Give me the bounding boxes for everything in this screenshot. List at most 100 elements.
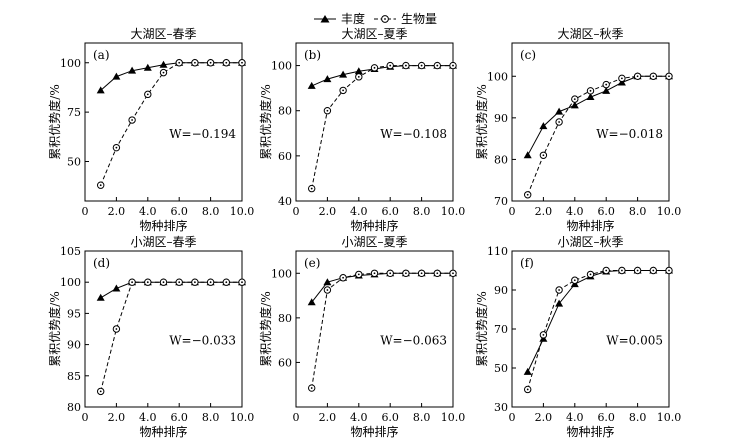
x-tick-label: 10.0 [657,205,682,218]
data-point-biomass-dot [605,83,608,86]
x-tick-label: 8.0 [629,411,647,424]
data-point-biomass-dot [605,269,608,272]
series-line-abundance [311,65,453,87]
y-tick-label: 40 [278,195,292,208]
x-tick-label: 4.0 [566,205,584,218]
x-tick-label: 4.0 [350,205,368,218]
data-point-biomass-dot [436,272,439,275]
plot-frame [295,250,454,408]
data-point-abundance [523,367,532,375]
panel-title: 小湖区–夏季 [341,234,407,249]
data-point-abundance [523,151,532,159]
x-tick-label: 8.0 [413,205,431,218]
data-point-biomass-dot [668,75,670,78]
plot-frame [84,42,243,202]
series-line-abundance [527,270,669,373]
data-point-biomass-dot [573,98,576,101]
data-point-biomass-dot [99,184,102,187]
data-point-biomass-dot [357,273,360,276]
x-tick-label: 0 [509,411,516,424]
data-point-biomass-dot [389,272,392,275]
panel-label: (f) [520,256,534,270]
data-point-biomass-dot [342,276,344,279]
data-point-abundance [555,299,564,307]
w-statistic: W=−0.108 [380,127,447,141]
data-point-biomass-dot [146,93,149,96]
panel-title: 大湖区–夏季 [341,26,407,41]
y-tick-label: 80 [67,401,81,414]
data-point-abundance [143,63,152,71]
data-point-biomass-dot [526,193,529,196]
y-tick-label: 80 [278,312,292,325]
y-tick-label: 70 [494,195,508,208]
data-point-biomass-dot [310,187,313,190]
y-tick-label: 90 [494,112,508,125]
panel-c: 大湖区–秋季 (c) W=−0.018 0 2.0 4.0 6.0 8.0 10.0 70 80 90… [474,26,681,233]
y-tick-label: 85 [67,370,81,383]
data-point-biomass-dot [420,64,423,67]
series-line-biomass [527,75,669,195]
series-line-biomass [311,272,453,389]
panel-label: (a) [93,48,110,62]
x-tick-label: 6.0 [170,205,188,218]
y-tick-label: 70 [494,323,508,336]
data-point-biomass-dot [652,269,655,272]
x-tick-label: 8.0 [202,411,220,424]
data-point-biomass-dot [342,89,344,92]
data-point-biomass-dot [241,281,243,284]
data-point-abundance [354,67,363,75]
data-point-biomass-dot [526,388,529,391]
data-point-biomass-dot [131,281,134,284]
w-statistic: W=−0.194 [169,127,236,141]
data-point-biomass-dot [225,281,228,284]
data-point-biomass-dot [558,121,560,123]
data-point-abundance [112,284,121,292]
data-point-abundance [570,101,579,109]
x-tick-label: 8.0 [202,205,220,218]
data-point-biomass-dot [162,71,165,74]
data-point-biomass-dot [373,272,376,275]
panel-title: 小湖区–秋季 [557,234,623,249]
x-tick-label: 0 [293,205,300,218]
data-point-abundance [96,293,105,301]
data-point-biomass-dot [194,61,196,64]
x-tick-label: 4.0 [350,411,368,424]
x-tick-label: 2.0 [319,205,337,218]
plot-frame [295,42,454,202]
data-point-biomass-dot [115,328,118,330]
x-tick-label: 8.0 [629,205,647,218]
data-point-biomass-dot [420,272,423,275]
y-tick-label: 100 [60,276,81,289]
y-tick-label: 105 [60,245,81,258]
data-point-biomass-dot [225,61,228,64]
data-point-biomass-dot [326,109,329,112]
data-point-biomass-dot [115,146,118,149]
legend-triangle-marker [320,15,330,23]
data-point-biomass-dot [636,269,639,272]
data-point-biomass-dot [436,64,439,67]
data-point-biomass-dot [241,61,243,64]
y-tick-label: 95 [67,307,81,320]
x-tick-label: 6.0 [170,411,188,424]
y-tick-label: 110 [487,245,508,258]
x-tick-label: 10.0 [230,411,255,424]
data-point-abundance [555,107,564,115]
data-point-biomass-dot [452,272,454,275]
data-point-abundance [96,86,105,94]
panel-a: 大湖区–春季 (a) W=−0.194 0 2.0 4.0 6.0 8.0 10.0 50 75 10… [47,26,254,233]
x-tick-label: 10.0 [657,411,682,424]
data-point-biomass-dot [357,75,360,78]
y-tick-label: 100 [487,70,508,83]
y-tick-label: 100 [271,267,292,280]
panel-label: (c) [520,48,536,62]
data-point-biomass-dot [405,272,407,275]
w-statistic: W=−0.018 [596,127,663,141]
x-tick-label: 8.0 [413,411,431,424]
legend: 丰度 生物量 [314,11,437,26]
data-point-biomass-dot [636,75,639,78]
y-axis-label: 累积优势度/% [474,291,489,366]
panel-label: (d) [93,256,110,270]
y-tick-label: 100 [60,57,81,70]
x-tick-label: 6.0 [597,411,615,424]
